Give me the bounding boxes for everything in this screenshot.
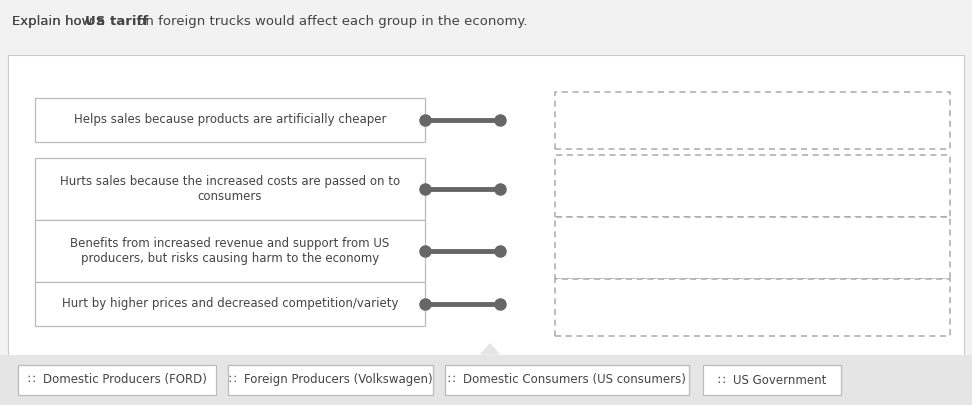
FancyBboxPatch shape [35,220,425,282]
Text: Explain how a: Explain how a [12,15,109,28]
FancyBboxPatch shape [555,279,950,336]
FancyBboxPatch shape [35,98,425,142]
FancyBboxPatch shape [0,355,972,405]
FancyBboxPatch shape [35,282,425,326]
Text: Explain how a: Explain how a [12,15,109,28]
FancyBboxPatch shape [8,55,964,357]
Text: on foreign trucks would affect each group in the economy.: on foreign trucks would affect each grou… [133,15,528,28]
Text: Hurts sales because the increased costs are passed on to
consumers: Hurts sales because the increased costs … [60,175,400,203]
Text: Explain how a US tariff: Explain how a US tariff [12,15,163,28]
FancyBboxPatch shape [555,155,950,217]
Text: Benefits from increased revenue and support from US
producers, but risks causing: Benefits from increased revenue and supp… [70,237,390,265]
Text: ∷  Domestic Consumers (US consumers): ∷ Domestic Consumers (US consumers) [448,373,686,386]
Text: Hurt by higher prices and decreased competition/variety: Hurt by higher prices and decreased comp… [62,298,399,311]
FancyBboxPatch shape [35,158,425,220]
FancyBboxPatch shape [445,365,689,395]
Polygon shape [481,344,499,354]
FancyBboxPatch shape [703,365,841,395]
FancyBboxPatch shape [555,217,950,279]
Text: ∷  Domestic Producers (FORD): ∷ Domestic Producers (FORD) [27,373,206,386]
Text: US tariff: US tariff [85,15,149,28]
FancyBboxPatch shape [555,92,950,149]
Text: Helps sales because products are artificially cheaper: Helps sales because products are artific… [74,113,386,126]
FancyBboxPatch shape [18,365,216,395]
Text: ∷  US Government: ∷ US Government [717,373,826,386]
Text: ∷  Foreign Producers (Volkswagen): ∷ Foreign Producers (Volkswagen) [228,373,433,386]
FancyBboxPatch shape [228,365,433,395]
